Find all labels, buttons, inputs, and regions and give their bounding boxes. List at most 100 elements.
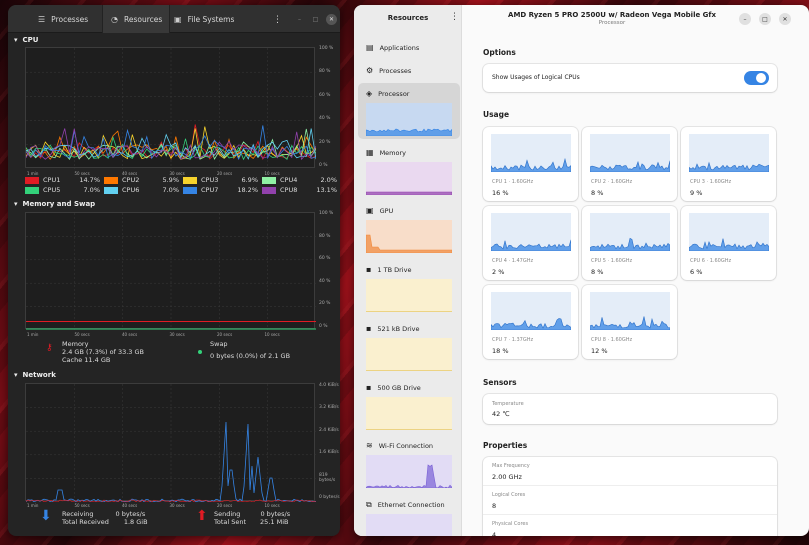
color-swatch[interactable]: [25, 186, 39, 194]
menu-kebab-icon[interactable]: ⋮: [450, 12, 459, 22]
minimize-button[interactable]: –: [739, 13, 751, 25]
close-button[interactable]: ✕: [326, 14, 337, 25]
maximize-button[interactable]: □: [312, 16, 319, 23]
sidebar-item-label: Memory: [379, 148, 406, 157]
x-tick-label: 50 secs: [74, 503, 90, 508]
color-swatch[interactable]: [183, 186, 197, 194]
drive-icon: ▪: [366, 383, 372, 392]
sidebar-graph: [365, 279, 453, 313]
cpu-series-line: [26, 135, 316, 161]
sidebar-item-1-tb-drive[interactable]: ▪ 1 TB Drive: [358, 259, 460, 315]
color-swatch[interactable]: [104, 176, 118, 184]
sidebar-item-processes[interactable]: ⚙ Processes: [358, 60, 460, 80]
x-tick-label: 10 secs: [264, 332, 280, 337]
sidebar-item-gpu[interactable]: ▣ GPU: [358, 200, 460, 256]
x-tick-label: 10 secs: [264, 503, 280, 508]
upload-arrow-icon: ⬆: [196, 508, 208, 524]
sidebar-item-applications[interactable]: ▤ Applications: [358, 37, 460, 57]
cpu-card-value: 16 %: [492, 189, 509, 197]
properties-heading: Properties: [483, 441, 528, 450]
x-tick-label: 20 secs: [217, 171, 233, 176]
cpu-series-line: [26, 128, 316, 161]
collapse-triangle-icon: ▾: [14, 371, 18, 379]
cpu-legend-item: CPU2 5.9%: [104, 176, 181, 184]
cpu-card-name: CPU 5 · 1.60GHz: [591, 258, 633, 264]
color-swatch[interactable]: [262, 176, 276, 184]
tab-processes[interactable]: ☰ Processes: [38, 14, 89, 24]
sidebar: Resources ⋮ ▤ Applications ⚙ Processes ◈ Proc…: [354, 5, 462, 536]
sending-series-line: [26, 499, 316, 502]
color-swatch[interactable]: [25, 176, 39, 184]
menu-kebab-icon[interactable]: ⋮: [273, 14, 282, 25]
sidebar-graph: [365, 220, 453, 254]
header-bar: ☰ Processes ◔ Resources ▣ File Systems ⋮ – …: [8, 5, 340, 33]
sidebar-item-521-kb-drive[interactable]: ▪ 521 kB Drive: [358, 318, 460, 374]
property-logical-cores: Logical Cores 8: [483, 486, 777, 515]
collapse-triangle-icon: ▾: [14, 200, 18, 208]
cpu-usage-graph: [589, 292, 671, 331]
y-tick-label: 0 %: [319, 163, 328, 168]
sidebar-graph: [366, 514, 452, 536]
memory-graph: [25, 212, 316, 330]
collapse-triangle-icon: ▾: [14, 36, 18, 44]
y-tick-label: 1.6 KiB/s: [319, 450, 339, 456]
x-tick-label: 50 secs: [74, 171, 90, 176]
cpu-usage-area: [688, 161, 770, 173]
property-physical-cores: Physical Cores 4: [492, 521, 529, 536]
list-icon: ☰: [38, 14, 46, 24]
cpu-usage-card: CPU 4 · 1.47GHz 2 %: [483, 206, 578, 280]
applications-icon: ▤: [366, 43, 374, 52]
y-tick-label: 3.2 KiB/s: [319, 405, 339, 411]
sidebar-item-label: Processor: [378, 89, 410, 98]
close-button[interactable]: ✕: [779, 13, 791, 25]
x-tick-label: 40 secs: [122, 332, 138, 337]
memory-section-header[interactable]: ▾ Memory and Swap: [14, 200, 96, 208]
y-tick-label: 100 %: [319, 211, 334, 216]
color-swatch[interactable]: [183, 176, 197, 184]
sidebar-item-wi-fi-connection[interactable]: ≋ Wi-Fi Connection: [358, 435, 460, 491]
sidebar-item-ethernet-connection[interactable]: ⧉ Ethernet Connection: [358, 494, 460, 536]
cpu-usage-area: [589, 160, 671, 173]
x-tick-label: 20 secs: [217, 332, 233, 337]
logical-cpus-toggle[interactable]: [744, 71, 769, 85]
sidebar-item-memory[interactable]: ▦ Memory: [358, 142, 460, 198]
swap-pie-icon: [198, 350, 202, 354]
tab-resources[interactable]: ◔ Resources: [102, 5, 170, 33]
sending-info: ⬆ Sending 0 bytes/s Total Sent 25.1 MiB: [196, 508, 291, 526]
usage-heading: Usage: [483, 110, 510, 119]
app-title: Resources: [387, 14, 429, 22]
cpu-usage-graph: [688, 213, 770, 252]
y-tick-label: 20 %: [319, 139, 331, 145]
sidebar-item-processor[interactable]: ◈ Processor: [358, 83, 460, 139]
color-swatch[interactable]: [104, 186, 118, 194]
receiving-series-line: [26, 421, 316, 502]
cpu-card-name: CPU 7 · 1.37GHz: [492, 337, 534, 343]
sidebar-item-label: Processes: [379, 66, 412, 75]
options-card: Show Usages of Logical CPUs: [483, 64, 777, 92]
cpu-section-header[interactable]: ▾ CPU: [14, 36, 39, 44]
color-swatch[interactable]: [262, 186, 276, 194]
sidebar-item-label: GPU: [379, 206, 394, 215]
cpu-legend-item: CPU7 18.2%: [183, 186, 260, 194]
y-tick-label: 80 %: [319, 69, 331, 75]
cpu-graph: [25, 47, 316, 169]
cpu-usage-graph: [490, 292, 572, 331]
x-tick-label: 1 min: [27, 503, 39, 508]
tab-file-systems[interactable]: ▣ File Systems: [174, 14, 235, 24]
x-tick-label: 40 secs: [122, 171, 138, 176]
cpu-card-name: CPU 2 · 1.60GHz: [591, 179, 633, 185]
cpu-usage-card: CPU 7 · 1.37GHz 18 %: [483, 285, 578, 359]
maximize-button[interactable]: □: [759, 13, 771, 25]
sidebar-graph-area: [365, 464, 453, 489]
resources-window: Resources ⋮ ▤ Applications ⚙ Processes ◈ Proc…: [354, 5, 809, 536]
sidebar-graph-area: [365, 429, 453, 431]
main-content: AMD Ryzen 5 PRO 2500U w/ Radeon Vega Mob…: [462, 5, 809, 536]
cpu-usage-card: CPU 5 · 1.60GHz 8 %: [582, 206, 677, 280]
sidebar-item-500-gb-drive[interactable]: ▪ 500 GB Drive: [358, 377, 460, 433]
cpu-legend-item: CPU5 7.0%: [25, 186, 102, 194]
minimize-button[interactable]: –: [298, 16, 301, 23]
network-section-header[interactable]: ▾ Network: [14, 371, 56, 379]
toggle-knob: [756, 73, 766, 83]
download-arrow-icon: ⬇: [40, 508, 52, 524]
property-max-frequency: Max Frequency 2.00 GHz: [483, 457, 777, 486]
